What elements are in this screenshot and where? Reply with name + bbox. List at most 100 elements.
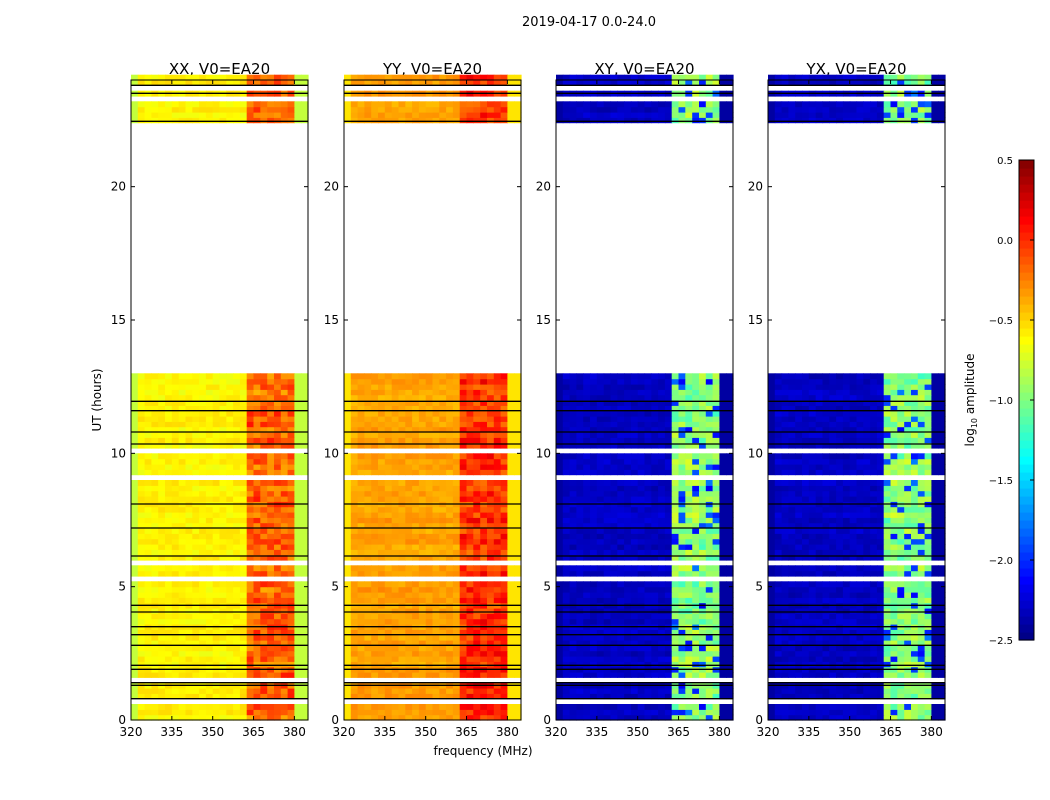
heatmap-cell	[171, 101, 180, 108]
heatmap-cell	[301, 512, 309, 518]
heatmap-cell	[233, 421, 241, 428]
heatmap-cell	[719, 586, 727, 593]
heatmap-cell	[350, 570, 359, 577]
heatmap-cell	[576, 672, 584, 678]
heatmap-cell	[466, 112, 474, 118]
heatmap-cell	[185, 469, 193, 476]
heatmap-cell	[418, 373, 427, 380]
heatmap-cell	[192, 629, 200, 636]
heatmap-cell	[658, 517, 666, 524]
heatmap-cell	[233, 389, 241, 396]
heatmap-cell	[480, 496, 488, 502]
heatmap-cell	[664, 565, 673, 572]
heatmap-cell	[280, 496, 289, 502]
heatmap-cell	[418, 389, 427, 396]
heatmap-cell	[253, 490, 261, 497]
heatmap-cell	[274, 74, 282, 81]
heatmap-cell	[274, 384, 282, 390]
heatmap-cell	[624, 394, 632, 401]
heatmap-cell	[664, 629, 673, 636]
x-axis-label: frequency (MHz)	[433, 744, 532, 758]
heatmap-cell	[171, 618, 180, 625]
heatmap-cell	[364, 512, 372, 518]
heatmap-cell	[712, 608, 720, 614]
heatmap-cell	[357, 80, 365, 86]
heatmap-cell	[185, 373, 193, 380]
heatmap-cell	[212, 400, 221, 406]
heatmap-cell	[664, 544, 673, 550]
heatmap-cell	[239, 389, 248, 396]
heatmap-cell	[205, 570, 214, 577]
heatmap-cell	[617, 714, 625, 721]
heatmap-cell	[439, 405, 447, 412]
heatmap-cell	[664, 693, 673, 700]
heatmap-cell	[205, 656, 214, 662]
heatmap-cell	[405, 650, 413, 657]
heatmap-cell	[412, 565, 420, 572]
heatmap-cell	[699, 437, 707, 444]
heatmap-cell	[685, 432, 693, 438]
heatmap-cell	[280, 112, 289, 118]
heatmap-cell	[378, 117, 386, 124]
heatmap-cell	[253, 581, 261, 588]
heatmap-cell	[391, 618, 400, 625]
heatmap-cell	[590, 656, 598, 662]
heatmap-cell	[158, 373, 166, 380]
heatmap-cell	[357, 400, 365, 406]
heatmap-cell	[246, 592, 255, 598]
heatmap-cell	[137, 586, 146, 593]
heatmap-cell	[425, 581, 434, 588]
heatmap-cell	[185, 74, 193, 81]
heatmap-cell	[569, 506, 577, 513]
heatmap-cell	[576, 709, 584, 716]
heatmap-cell	[480, 101, 488, 108]
heatmap-cell	[699, 432, 707, 438]
heatmap-cell	[439, 581, 447, 588]
heatmap-cell	[685, 490, 693, 497]
heatmap-cell	[226, 506, 234, 513]
heatmap-cell	[192, 517, 200, 524]
heatmap-cell	[493, 389, 502, 396]
heatmap-cell	[418, 469, 427, 476]
heatmap-cell	[267, 106, 275, 113]
heatmap-cell	[398, 522, 406, 529]
heatmap-cell	[624, 437, 632, 444]
heatmap-cell	[432, 384, 440, 390]
heatmap-cell	[384, 410, 393, 417]
heatmap-cell	[137, 469, 146, 476]
heatmap-cell	[507, 549, 515, 556]
heatmap-cell	[158, 565, 166, 572]
heatmap-cell	[287, 405, 295, 412]
heatmap-cell	[439, 106, 447, 113]
heatmap-cell	[412, 570, 420, 577]
heatmap-cell	[165, 656, 173, 662]
heatmap-cell	[280, 426, 289, 433]
heatmap-cell	[432, 490, 440, 497]
heatmap-cell	[603, 432, 612, 438]
heatmap-cell	[344, 688, 352, 694]
heatmap-cell	[391, 672, 400, 678]
heatmap-cell	[378, 586, 386, 593]
heatmap-cell	[233, 522, 241, 529]
heatmap-cell	[199, 426, 207, 433]
heatmap-cell	[131, 506, 139, 513]
heatmap-cell	[287, 517, 295, 524]
heatmap-cell	[576, 400, 584, 406]
heatmap-cell	[658, 453, 666, 460]
heatmap-cell	[364, 458, 372, 465]
heatmap-cell	[287, 672, 295, 678]
heatmap-cell	[500, 634, 508, 641]
heatmap-cell	[199, 672, 207, 678]
heatmap-cell	[705, 432, 714, 438]
heatmap-cell	[280, 528, 289, 534]
heatmap-cell	[446, 490, 454, 497]
heatmap-cell	[459, 405, 468, 412]
heatmap-cell	[357, 592, 365, 598]
heatmap-cell	[459, 106, 468, 113]
heatmap-cell	[617, 581, 625, 588]
heatmap-cell	[712, 490, 720, 497]
heatmap-cell	[507, 709, 515, 716]
heatmap-cell	[562, 453, 571, 460]
heatmap-cell	[651, 661, 659, 668]
heatmap-cell	[391, 693, 400, 700]
